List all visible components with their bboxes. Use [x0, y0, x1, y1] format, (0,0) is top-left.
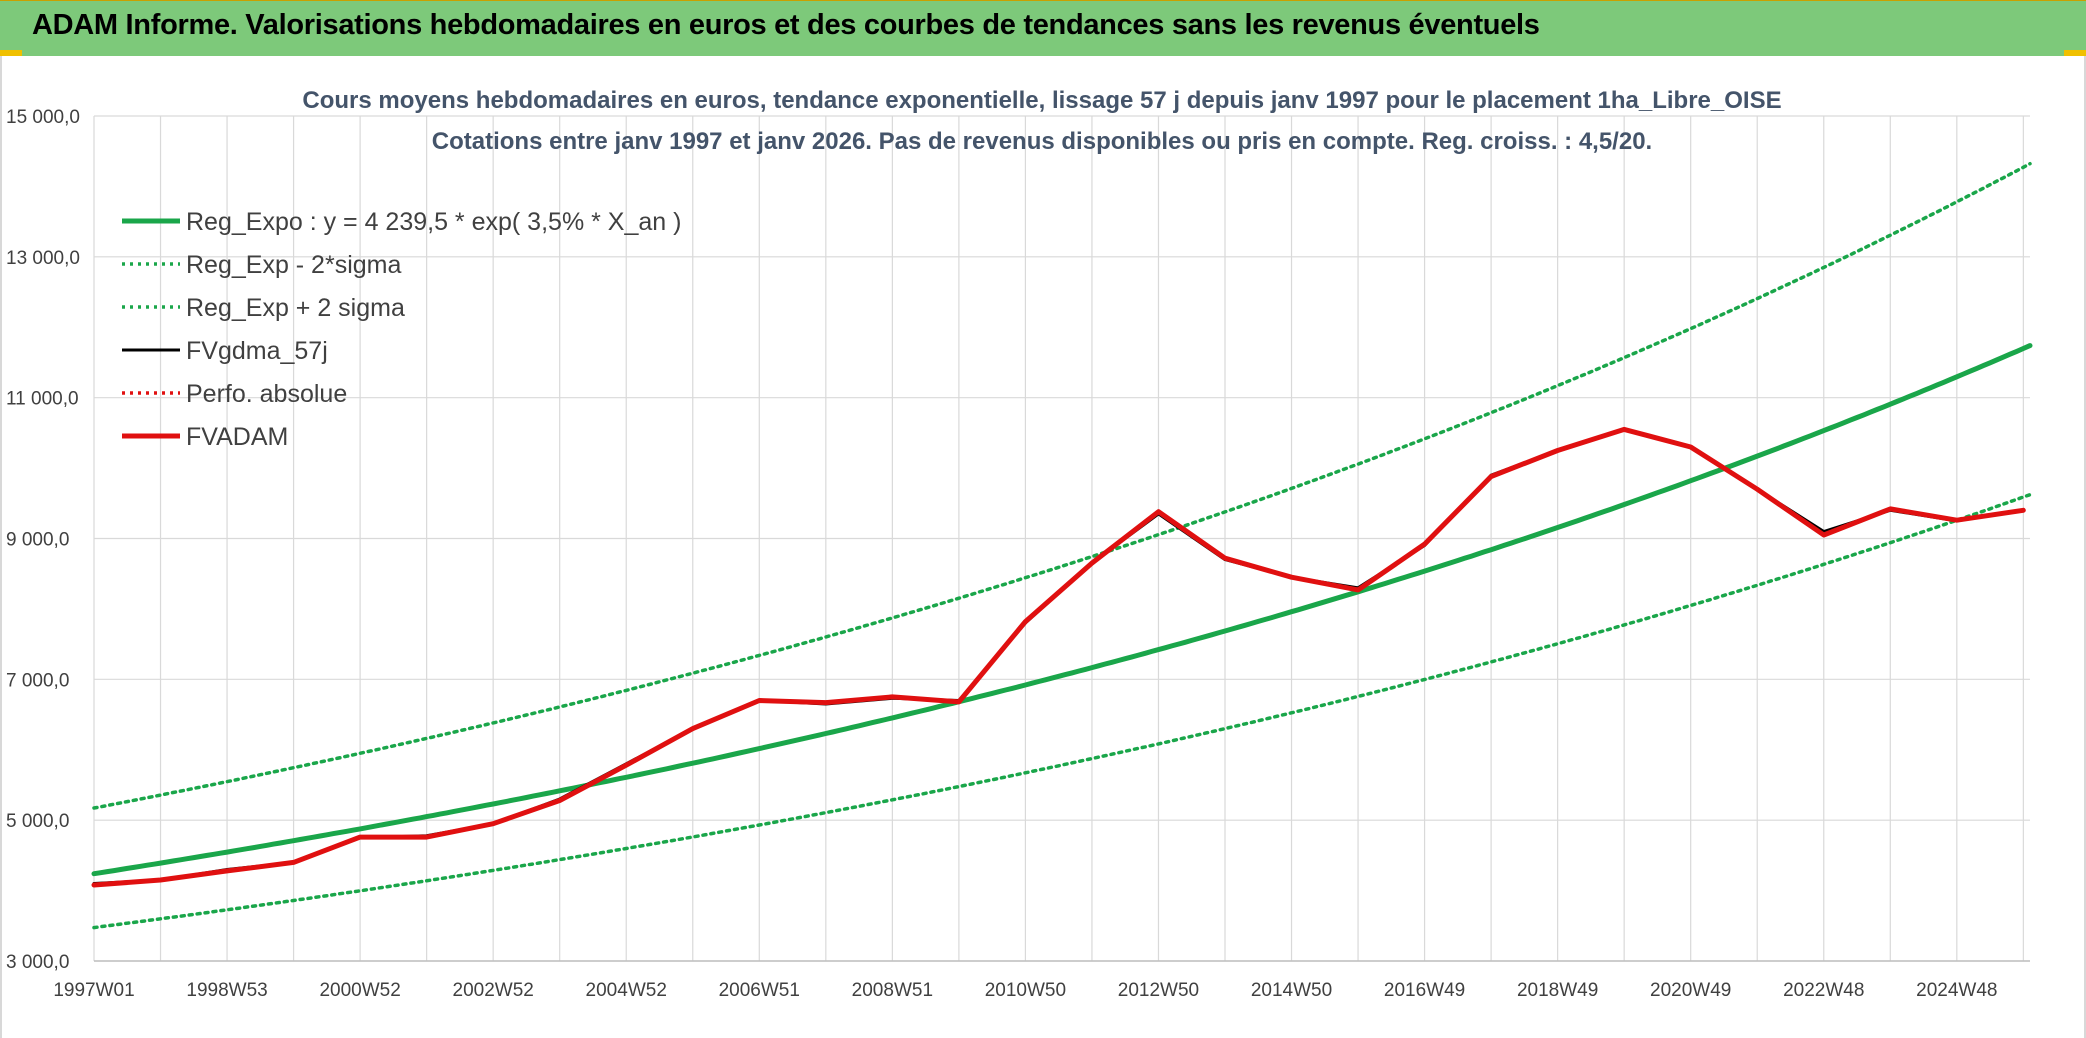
legend-label: Reg_Exp - 2*sigma — [186, 251, 401, 279]
report-title: ADAM Informe. Valorisations hebdomadaire… — [32, 9, 1540, 41]
x-tick-label: 1998W53 — [186, 980, 267, 1001]
x-tick-label: 2020W49 — [1650, 980, 1731, 1001]
x-tick-label: 2008W51 — [852, 980, 933, 1001]
y-tick-label: 13 000,0 — [6, 248, 80, 269]
y-tick-label: 7 000,0 — [6, 670, 69, 691]
legend-label: FVADAM — [186, 423, 288, 451]
series-line-0 — [91, 343, 2033, 877]
axes: 3 000,0 5 000,0 7 000,0 9 000,0 11 000,0 13 0… — [6, 107, 2030, 1001]
series-lines — [91, 161, 2033, 930]
legend-label: Reg_Expo : y = 4 239,5 * exp( 3,5% * X_a… — [186, 208, 681, 236]
x-tick-label: 2014W50 — [1251, 980, 1332, 1001]
chart-area: 3 000,0 5 000,0 7 000,0 9 000,0 11 000,0 13 0… — [0, 56, 2086, 1038]
legend-label: Perfo. absolue — [186, 380, 347, 408]
x-tick-label: 2024W48 — [1916, 980, 1997, 1001]
x-tick-label: 2010W50 — [985, 980, 1066, 1001]
header-corner-left — [0, 50, 22, 56]
x-tick-label: 2002W52 — [453, 980, 534, 1001]
series-line-3 — [92, 427, 2025, 885]
y-tick-label: 3 000,0 — [6, 952, 69, 973]
x-tick-label: 2018W49 — [1517, 980, 1598, 1001]
x-tick-label: 2016W49 — [1384, 980, 1465, 1001]
legend-label: Reg_Exp + 2 sigma — [186, 294, 405, 322]
series-line-2 — [92, 161, 2032, 810]
x-tick-label: 2006W51 — [719, 980, 800, 1001]
x-tick-label: 2004W52 — [586, 980, 667, 1001]
y-tick-label: 5 000,0 — [6, 811, 69, 832]
x-tick-label: 2000W52 — [319, 980, 400, 1001]
x-tick-label: 1997W01 — [53, 980, 134, 1001]
report-header: ADAM Informe. Valorisations hebdomadaire… — [0, 0, 2086, 56]
header-corner-right — [2064, 50, 2086, 56]
x-tick-label: 2022W48 — [1783, 980, 1864, 1001]
series-line-1 — [92, 492, 2032, 930]
chart-title-line1: Cours moyens hebdomadaires en euros, ten… — [302, 87, 1781, 114]
series-line-5 — [91, 426, 2026, 888]
chart-title-line2: Cotations entre janv 1997 et janv 2026. … — [432, 128, 1652, 155]
legend: Reg_Expo : y = 4 239,5 * exp( 3,5% * X_a… — [122, 208, 681, 451]
y-tick-label: 15 000,0 — [6, 107, 80, 128]
legend-label: FVgdma_57j — [186, 337, 328, 365]
y-tick-label: 11 000,0 — [6, 389, 79, 410]
gridlines — [93, 115, 2030, 962]
line-chart: 3 000,0 5 000,0 7 000,0 9 000,0 11 000,0 13 0… — [6, 87, 2033, 1001]
x-tick-label: 2012W50 — [1118, 980, 1199, 1001]
y-tick-label: 9 000,0 — [6, 530, 69, 551]
